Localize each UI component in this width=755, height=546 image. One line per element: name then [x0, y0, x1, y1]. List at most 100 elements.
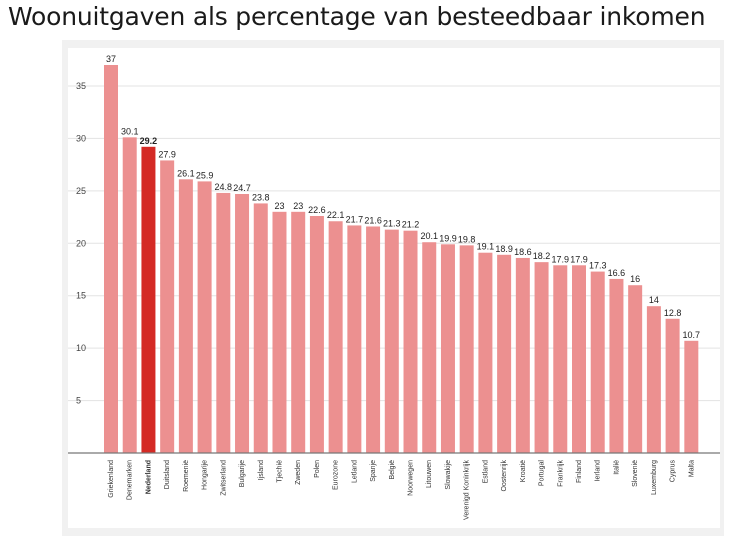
category-label: Tjechië: [276, 460, 283, 483]
value-label: 12.8: [664, 308, 682, 318]
value-label: 26.1: [177, 168, 195, 178]
bar: [178, 179, 193, 453]
bar: [197, 181, 212, 453]
value-label: 18.6: [514, 247, 532, 257]
bar: [590, 271, 605, 453]
value-label: 17.9: [552, 254, 570, 264]
value-label: 19.8: [458, 234, 476, 244]
value-label: 20.1: [420, 231, 438, 241]
value-label: 37: [106, 54, 116, 64]
category-label: Luxemburg: [651, 460, 658, 495]
value-label: 27.9: [158, 149, 176, 159]
bar: [403, 230, 418, 453]
category-label: België: [389, 460, 396, 480]
y-tick-label: 35: [76, 81, 86, 91]
bar: [628, 285, 643, 453]
category-label: Bulgarije: [239, 460, 246, 487]
category-label: Cyprus: [670, 460, 677, 483]
bar: [122, 137, 137, 453]
value-label: 22.6: [308, 205, 326, 215]
value-label: 14: [649, 295, 659, 305]
category-label: Polen: [314, 460, 321, 478]
category-label: Nederland: [145, 460, 152, 494]
bar: [459, 245, 474, 453]
bar: [216, 192, 231, 454]
bar: [422, 242, 437, 453]
category-label: Estland: [482, 460, 489, 483]
bar: [534, 262, 549, 453]
y-tick-label: 20: [76, 238, 86, 248]
category-label: Zwitserland: [220, 460, 227, 496]
category-label: Noorwegen: [408, 460, 415, 496]
category-label: Zweden: [295, 460, 302, 485]
bar: [291, 211, 306, 453]
value-label: 30.1: [121, 126, 139, 136]
y-tick-label: 30: [76, 133, 86, 143]
category-label: Eurozone: [333, 460, 340, 490]
bar: [553, 265, 568, 453]
bar: [478, 252, 493, 453]
value-label: 16.6: [608, 268, 626, 278]
bar: [253, 203, 268, 453]
y-tick-label: 5: [76, 396, 81, 406]
value-label: 18.9: [495, 244, 513, 254]
bar: [235, 193, 250, 454]
bar: [141, 146, 156, 453]
category-label: Finland: [576, 460, 583, 483]
category-label: Malta: [688, 460, 695, 477]
category-label: Slowakije: [445, 460, 452, 490]
y-tick-label: 15: [76, 291, 86, 301]
bar: [684, 340, 699, 453]
category-label: Italië: [613, 460, 620, 475]
value-label: 21.6: [364, 215, 382, 225]
category-label: Letland: [351, 460, 358, 483]
value-label: 19.9: [439, 233, 457, 243]
category-label: Duitsland: [164, 460, 171, 489]
bar: [384, 229, 399, 453]
value-label: 23.8: [252, 192, 270, 202]
bar: [440, 244, 455, 453]
category-label: Frankrijk: [557, 460, 564, 487]
bar: [104, 65, 118, 453]
category-label: Denemarken: [127, 460, 134, 500]
category-label: Oostenrijk: [501, 460, 508, 492]
value-label: 23: [274, 201, 284, 211]
category-label: Verenigd Koninkrijk: [464, 460, 471, 520]
bar: [347, 225, 362, 453]
bar: [160, 160, 175, 453]
category-label: Spanje: [370, 460, 377, 482]
bar: [497, 254, 512, 453]
bar: [572, 265, 586, 453]
category-label: Hongarije: [202, 460, 209, 490]
category-label: Griekenland: [108, 460, 115, 498]
value-label: 10.7: [683, 330, 701, 340]
bar: [309, 216, 324, 453]
category-label: Roemenië: [183, 460, 190, 492]
bar: [646, 306, 661, 453]
value-label: 25.9: [196, 170, 214, 180]
value-label: 19.1: [477, 242, 495, 252]
chart-title: Woonuitgaven als percentage van besteedb…: [8, 2, 706, 31]
bar: [328, 221, 343, 453]
value-label: 17.9: [570, 254, 588, 264]
value-label: 16: [630, 274, 640, 284]
value-label: 21.2: [402, 220, 420, 230]
bar: [609, 278, 624, 453]
value-label: 18.2: [533, 251, 551, 261]
category-label: Portugal: [539, 460, 546, 487]
bar: [515, 257, 530, 453]
bar: [665, 318, 680, 453]
category-label: Ierland: [595, 460, 602, 482]
value-label: 17.3: [589, 261, 607, 271]
y-tick-label: 25: [76, 186, 86, 196]
y-tick-label: 10: [76, 343, 86, 353]
value-label: 23: [293, 201, 303, 211]
bar: [272, 211, 287, 453]
category-label: Ijsland: [258, 460, 265, 480]
bar: [366, 226, 381, 453]
category-label: Slovenië: [632, 460, 639, 487]
value-label: 22.1: [327, 210, 345, 220]
category-label: Kroatië: [520, 460, 527, 482]
category-label: Litouwen: [426, 460, 433, 488]
